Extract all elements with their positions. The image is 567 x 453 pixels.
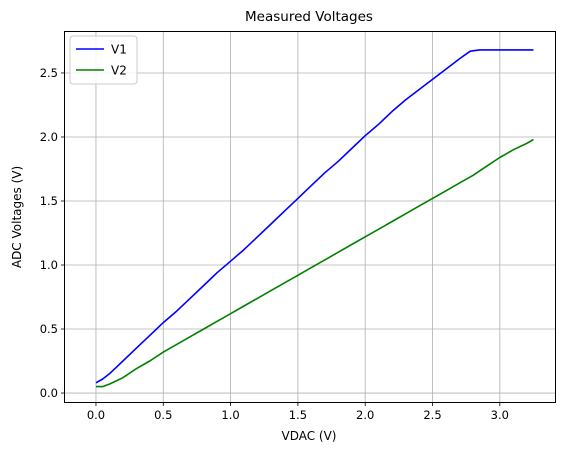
legend-label-v1: V1 bbox=[111, 43, 127, 57]
legend-label-v2: V2 bbox=[111, 64, 127, 78]
series-line-v2 bbox=[96, 138, 534, 388]
y-tick-label: 2.5 bbox=[40, 66, 58, 80]
x-tick-label: 0.5 bbox=[154, 408, 172, 422]
grid bbox=[65, 32, 555, 402]
y-tick-label: 0.5 bbox=[40, 322, 58, 336]
y-tick-label: 0.0 bbox=[40, 386, 58, 400]
y-axis-ticks: 0.0 0.5 1.0 1.5 2.0 2.5 bbox=[40, 66, 65, 400]
y-tick-label: 1.5 bbox=[40, 194, 58, 208]
x-tick-label: 2.0 bbox=[356, 408, 374, 422]
y-tick-label: 1.0 bbox=[40, 258, 58, 272]
x-tick-label: 1.0 bbox=[221, 408, 239, 422]
y-axis-label: ADC Voltages (V) bbox=[10, 166, 24, 268]
series-line-v1 bbox=[95, 49, 534, 384]
y-tick-label: 2.0 bbox=[40, 130, 58, 144]
x-tick-label: 2.5 bbox=[423, 408, 441, 422]
chart-title: Measured Voltages bbox=[245, 9, 373, 25]
x-tick-label: 1.5 bbox=[289, 408, 307, 422]
legend-box bbox=[69, 35, 138, 85]
x-axis-label: VDAC (V) bbox=[281, 429, 336, 443]
x-tick-label: 0.0 bbox=[87, 408, 105, 422]
legend: V1 V2 bbox=[69, 35, 138, 85]
series-layer bbox=[95, 49, 534, 388]
x-tick-label: 3.0 bbox=[491, 408, 509, 422]
x-axis-ticks: 0.0 0.5 1.0 1.5 2.0 2.5 3.0 bbox=[87, 402, 509, 422]
plot-frame bbox=[64, 31, 556, 403]
